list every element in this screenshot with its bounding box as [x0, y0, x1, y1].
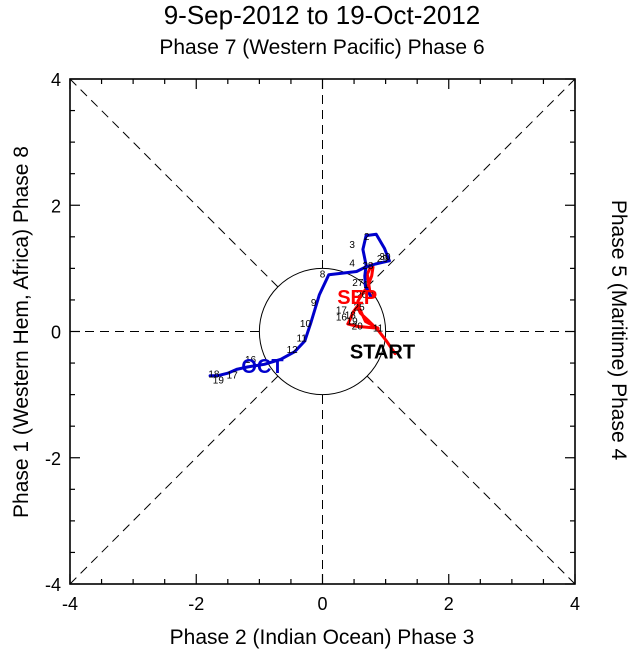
y-tick-label: 2 [51, 196, 61, 216]
oct-day-label: 16 [245, 355, 257, 366]
y-tick-label: -4 [45, 575, 61, 595]
right-axis-label: Phase 5 (Maritime) Phase 4 [607, 199, 628, 461]
oct-trajectory-line [208, 232, 391, 378]
x-tick-label: 2 [444, 594, 454, 614]
oct-day-label: 11 [296, 333, 307, 344]
oct-day-label: 12 [287, 345, 299, 356]
sep-day-label: 20 [352, 321, 364, 332]
x-tick-label: -4 [62, 594, 78, 614]
oct-day-label: 3 [349, 240, 355, 251]
sep-day-label: 16 [336, 313, 348, 324]
oct-day-label: 10 [300, 319, 312, 330]
sep-day-label: 11 [373, 323, 384, 334]
oct-day-label: 19 [213, 376, 225, 387]
oct-month-label: OCT [241, 356, 283, 378]
oct-day-label: 8 [320, 270, 326, 281]
oct-day-label: 9 [311, 298, 317, 309]
sep-day-label: 28 [362, 261, 374, 272]
chart-title: 9-Sep-2012 to 19-Oct-2012 [163, 0, 481, 30]
sep-day-label: 30 [379, 252, 391, 263]
sep-day-label: 29 [377, 254, 389, 265]
unit-circle [258, 267, 387, 396]
bottom-axis-label: Phase 2 (Indian Ocean) Phase 3 [169, 626, 475, 649]
left-axis-label: Phase 1 (Western Hem, Africa) Phase 8 [10, 146, 33, 518]
sep-day-label: 18 [345, 311, 357, 322]
y-tick-label: -2 [45, 449, 61, 469]
sep-day-label: 25 [354, 303, 366, 314]
sep-month-label: SEP [337, 287, 377, 309]
x-tick-label: 0 [317, 594, 327, 614]
oct-day-label: 1 [363, 280, 369, 291]
sep-day-label: 17 [336, 306, 348, 317]
x-tick-label: 4 [570, 594, 580, 614]
oct-day-label: 17 [227, 371, 239, 382]
sep-day-label: 19 [347, 316, 359, 327]
oct-day-label: 2 [364, 232, 370, 243]
y-tick-label: 0 [51, 323, 61, 343]
top-axis-label: Phase 7 (Western Pacific) Phase 6 [159, 36, 485, 59]
x-tick-label: -2 [188, 594, 204, 614]
oct-day-label: 18 [208, 369, 220, 380]
sep-day-label: 26 [356, 290, 368, 301]
sep-day-label: 27 [352, 278, 364, 289]
y-tick-label: 4 [51, 70, 61, 90]
start-label: START [350, 341, 415, 363]
oct-day-label: 4 [349, 258, 355, 269]
